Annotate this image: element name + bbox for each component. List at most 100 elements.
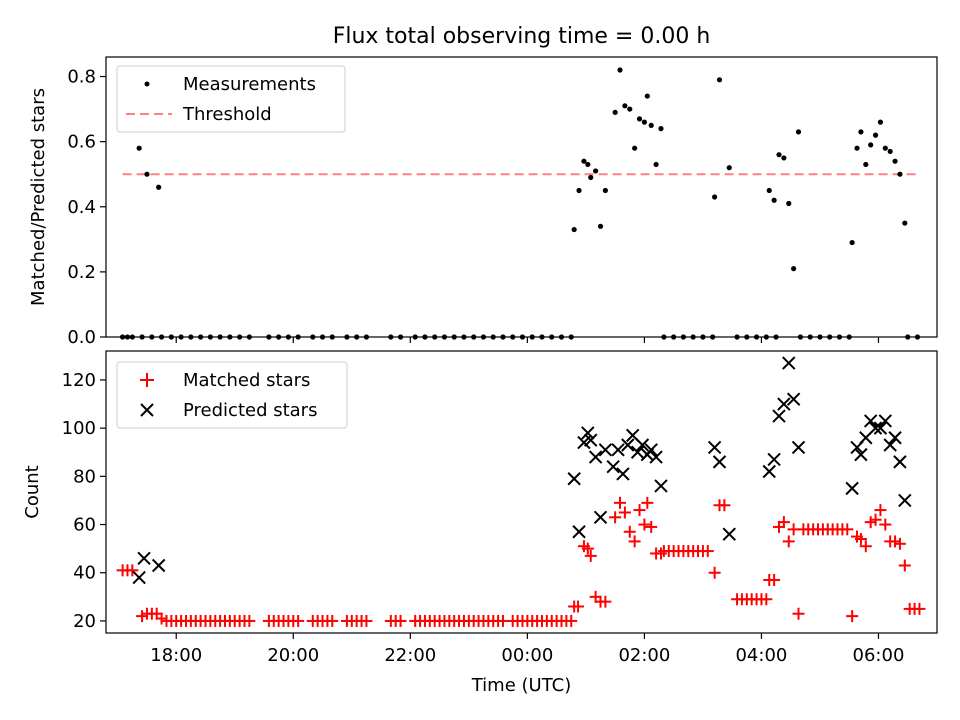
predicted-star-point [863,414,878,428]
measurement-point [905,334,911,340]
measurement-point [700,334,706,340]
measurement-point [285,334,291,340]
chart-title: Flux total observing time = 0.00 h [333,24,711,49]
matched-star-point [792,607,805,620]
matched-star-point [581,542,594,555]
measurement-point [892,158,898,164]
measurement-point [198,334,204,340]
measurement-point [593,168,599,174]
measurement-point [549,334,555,340]
measurement-point [776,152,782,158]
measurement-point [246,334,252,340]
legend-predicted-marker [140,403,154,417]
measurement-point [310,334,316,340]
predicted-star-point [132,570,146,585]
legend-threshold-label: Threshold [182,104,272,125]
measurement-point [632,145,638,151]
matched-star-point [292,614,305,627]
matched-star-point [609,511,622,524]
measurement-point [710,334,716,340]
measurement-point [641,119,647,125]
measurement-point [576,187,582,194]
measurement-point [558,334,565,340]
matched-star-point [633,504,646,517]
predicted-star-point [786,392,801,406]
measurement-point [388,334,394,340]
measurement-point [807,334,813,340]
predicted-star-point [707,440,722,455]
matched-star-point [898,559,911,572]
bottom-ytick-label: 120 [62,370,96,391]
matched-star-point [841,523,854,536]
matched-star-point [628,535,641,548]
measurement-point [571,226,577,233]
measurement-point [422,334,428,340]
predicted-star-point [722,527,736,541]
predicted-star-point [878,414,893,428]
measurement-point [877,119,884,125]
top-y-axis-label: Matched/Predicted stars [28,88,49,306]
x-tick-label: 18:00 [150,645,202,666]
measurement-point [397,334,404,340]
predicted-star-point [854,447,868,462]
measurement-point [791,266,797,272]
bottom-ytick-label: 80 [73,466,96,487]
bottom-panel: 20 40 60 80 100 120 18:00 20:00 22:00 00:00 02:00… [22,350,938,696]
predicted-star-point [767,452,781,467]
measurement-point [817,334,823,340]
measurement-point [766,187,772,194]
measurement-point [363,334,370,340]
bottom-ytick-label: 20 [73,611,96,632]
measurement-point [519,334,526,340]
top-ytick-label: 0.4 [67,197,96,218]
bottom-legend: Matched stars Predicted stars [116,361,348,429]
measurement-point [661,334,667,340]
predicted-star-point [151,558,166,573]
measurement-point [653,161,659,168]
measurement-point [680,334,687,340]
measurement-point [510,334,516,340]
bottom-y-axis-label: Count [22,465,43,518]
x-tick-label: 20:00 [267,645,319,666]
measurement-point [237,334,243,340]
measurement-point [753,334,760,340]
x-axis-label: Time (UTC) [471,675,572,696]
matched-star-point [394,614,407,627]
predicted-star-point [845,481,859,496]
top-legend-box [116,65,346,133]
predicted-star-point [883,438,897,452]
matched-star-point [701,545,714,558]
predicted-star-point [581,426,595,440]
bottom-ytick-label: 40 [73,563,96,584]
predicted-star-point [593,510,608,525]
measurement-point [858,129,864,135]
measurement-point [902,220,908,226]
measurement-point [588,174,594,181]
top-ytick-label: 0.2 [67,262,96,283]
measurement-point [266,334,272,340]
measurement-point [539,334,545,340]
measurement-point [914,334,921,340]
measurement-point [156,184,162,190]
predicted-star-point [644,443,658,457]
measurement-point [168,334,174,340]
matched-star-point [869,513,882,526]
measurement-point [690,334,696,340]
matched-star-point [360,614,373,627]
measurement-point [354,334,360,340]
matched-star-point [708,566,721,579]
measurement-point [795,129,802,135]
matched-star-point [913,602,926,615]
matched-star-point [777,516,790,529]
measurement-point [129,334,135,340]
measurement-point [617,67,623,73]
measurement-point [644,93,650,99]
top-legend: Measurements Threshold [116,65,346,133]
bottom-legend-box [116,361,348,429]
measurement-point [149,334,155,340]
matched-star-point [768,573,781,586]
measurement-point [872,132,879,138]
measurement-point [432,334,438,340]
legend-predicted-label: Predicted stars [183,400,317,421]
